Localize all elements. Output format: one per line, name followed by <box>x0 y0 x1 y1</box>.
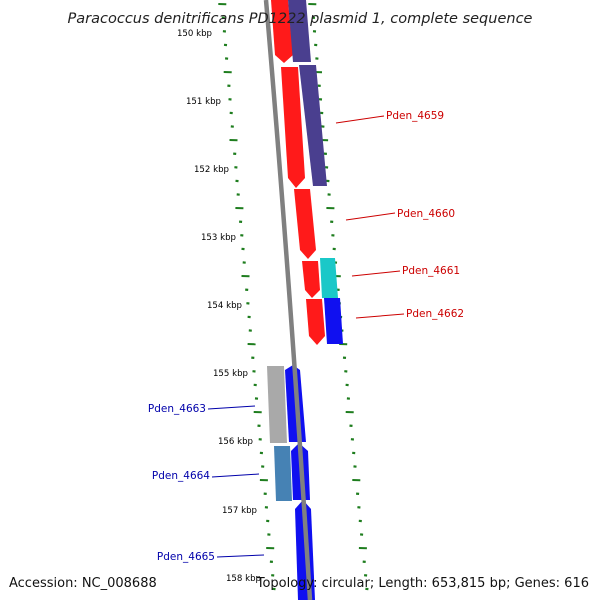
inner-tick-marks <box>218 3 276 591</box>
gene-label-pden-4659[interactable]: Pden_4659 <box>386 110 444 122</box>
forward-gene-labels: Pden_4659 Pden_4660 Pden_4661 Pden_4662 <box>335 110 464 320</box>
scale-label-153: 153 kbp <box>201 233 236 243</box>
gene-label-pden-4664[interactable]: Pden_4664 <box>152 470 210 482</box>
gene-steelblue[interactable] <box>274 446 292 501</box>
gene-red-4[interactable] <box>302 261 320 298</box>
leader-line-4660 <box>345 212 396 221</box>
gene-red-3[interactable] <box>294 189 316 259</box>
scale-label-158: 158 kbp <box>226 574 261 584</box>
leader-line-4661 <box>351 270 401 277</box>
gene-label-pden-4661[interactable]: Pden_4661 <box>402 265 460 277</box>
scale-label-150: 150 kbp <box>177 29 212 39</box>
leader-line-4659 <box>335 115 385 124</box>
gene-label-pden-4662[interactable]: Pden_4662 <box>406 308 464 320</box>
scale-label-155: 155 kbp <box>213 369 248 379</box>
gene-purple-2[interactable] <box>299 65 327 186</box>
leader-line-4663 <box>207 405 256 410</box>
leader-line-4664 <box>211 473 260 478</box>
scale-labels: 150 kbp 151 kbp 152 kbp 153 kbp 154 kbp … <box>177 29 261 584</box>
gene-label-pden-4660[interactable]: Pden_4660 <box>397 208 455 220</box>
map-title: Paracoccus denitrificans PD1222 plasmid … <box>68 11 533 27</box>
gene-red-2[interactable] <box>281 67 305 188</box>
topology-text: Topology: circular; Length: 653,815 bp; … <box>256 576 589 591</box>
gene-blue-forward[interactable] <box>324 298 343 344</box>
scale-label-156: 156 kbp <box>218 437 253 447</box>
scale-label-151: 151 kbp <box>186 97 221 107</box>
gene-grey[interactable] <box>267 366 287 443</box>
leader-line-4665 <box>216 554 265 558</box>
gene-red-1[interactable] <box>271 0 293 63</box>
scale-label-154: 154 kbp <box>207 301 242 311</box>
scale-label-157: 157 kbp <box>222 506 257 516</box>
accession-text: Accession: NC_008688 <box>9 576 157 591</box>
gene-red-5[interactable] <box>306 299 325 345</box>
scale-label-152: 152 kbp <box>194 165 229 175</box>
leader-line-4662 <box>355 313 405 319</box>
gene-cyan[interactable] <box>320 258 338 298</box>
backbone-arc <box>263 0 313 600</box>
gene-label-pden-4663[interactable]: Pden_4663 <box>148 403 206 415</box>
gene-purple-1[interactable] <box>288 0 311 62</box>
reverse-gene-labels: Pden_4663 Pden_4664 Pden_4665 <box>148 403 265 563</box>
gene-label-pden-4665[interactable]: Pden_4665 <box>157 551 215 563</box>
outer-tick-marks <box>308 3 369 591</box>
